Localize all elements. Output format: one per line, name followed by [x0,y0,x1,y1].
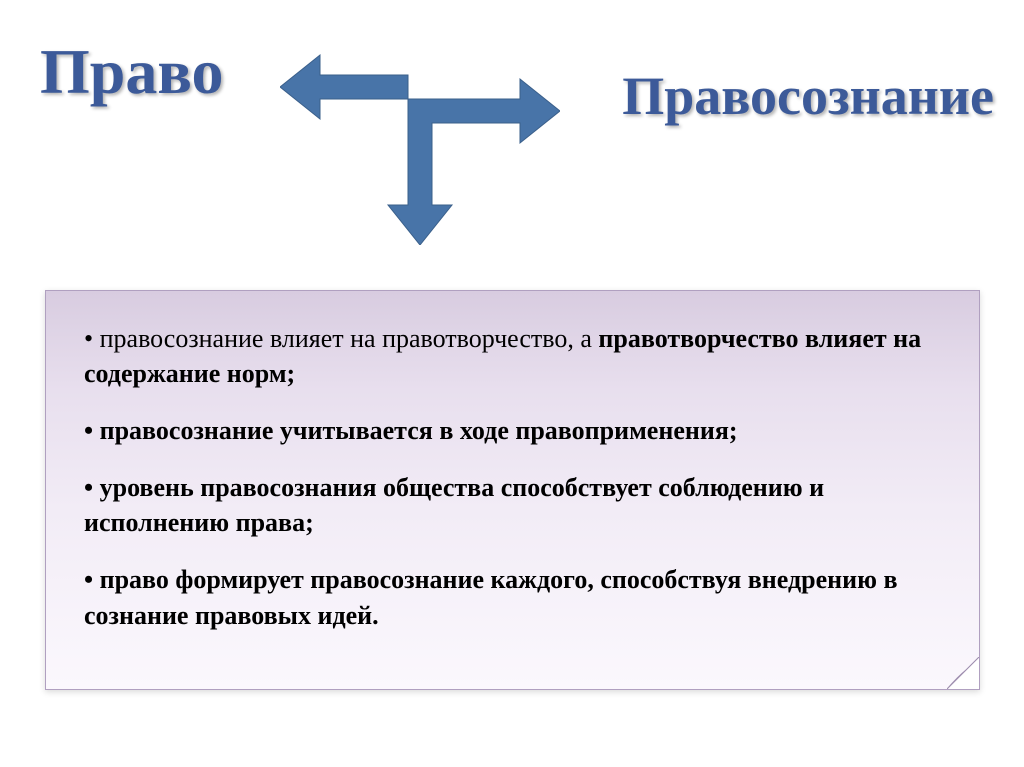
bullet-item: • правосознание учитывается в ходе право… [84,413,941,448]
bullet-item: • правосознание влияет на правотворчеств… [84,321,941,391]
content-box: • правосознание влияет на правотворчеств… [45,290,980,690]
bullet-marker: • [84,473,100,502]
arrow-shape [280,55,560,245]
bullet-marker: • [84,416,100,445]
bullet-item: • право формирует правосознание каждого,… [84,562,941,632]
bullet-text: правосознание учитывается в ходе правопр… [100,416,738,445]
page-curl-icon [947,657,979,689]
title-right: Правосознание [622,65,994,127]
bullet-text: уровень правосознания общества способств… [84,473,824,537]
title-left: Право [40,35,224,109]
three-way-arrow [280,45,560,245]
bullet-marker: • [84,565,100,594]
bullet-marker: • [84,324,100,353]
bullet-text: право формирует правосознание каждого, с… [84,565,898,629]
bullet-text-normal: правосознание влияет на правотворчество,… [100,324,599,353]
bullet-item: • уровень правосознания общества способс… [84,470,941,540]
